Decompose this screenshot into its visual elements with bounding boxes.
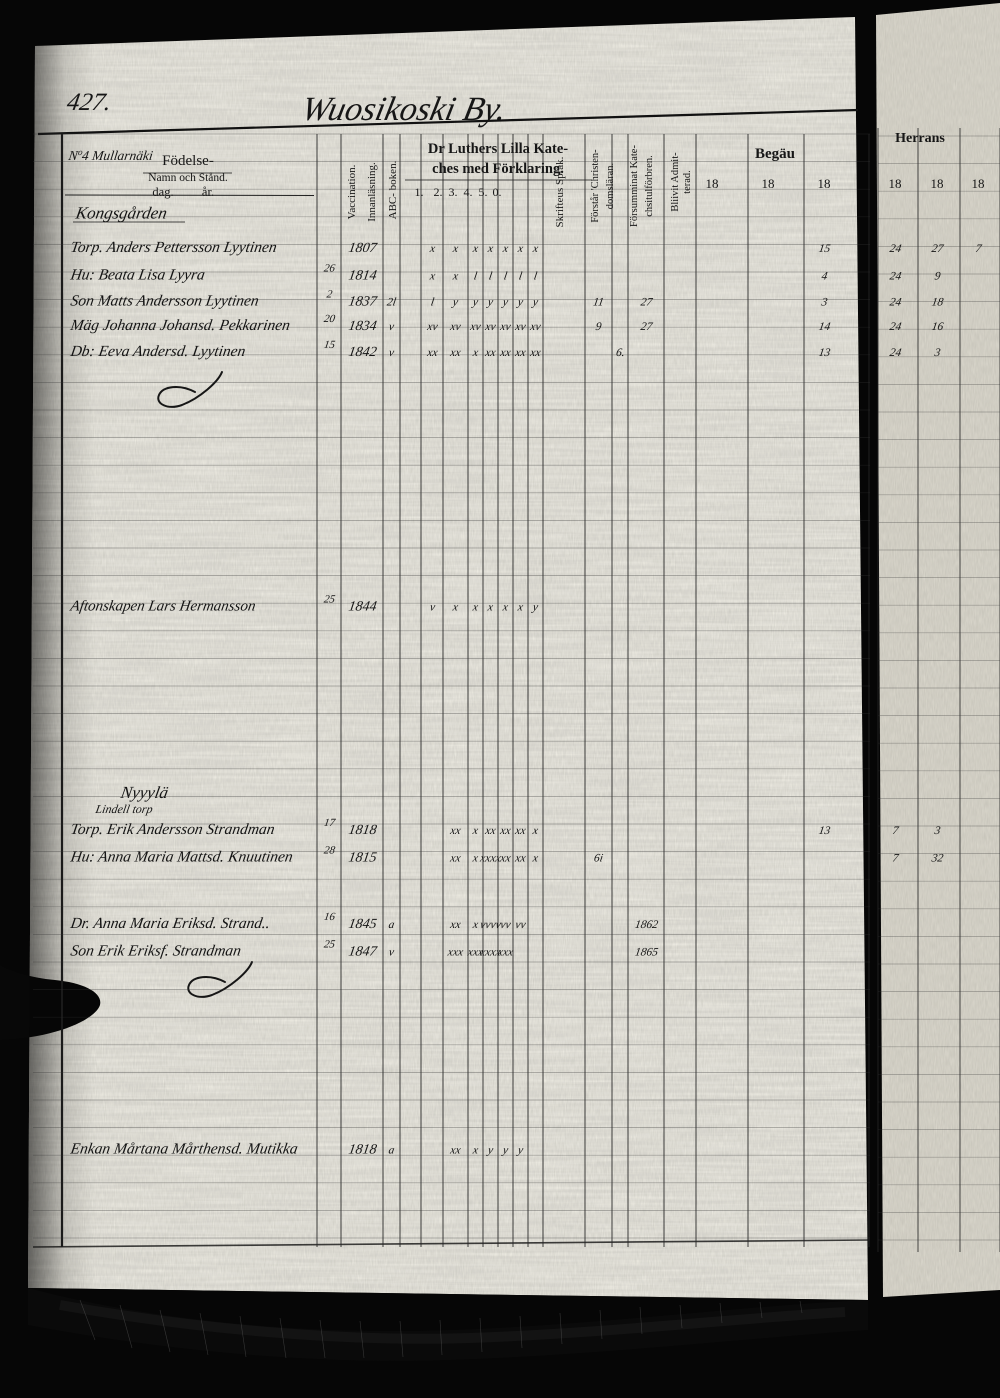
svg-text:1847: 1847 (347, 944, 378, 960)
svg-text:Försumminat Kate-: Försumminat Kate- (629, 145, 640, 227)
svg-text:1818: 1818 (347, 1142, 377, 1158)
svg-text:18: 18 (972, 176, 985, 191)
svg-text:1865: 1865 (634, 946, 659, 959)
svg-text:13: 13 (818, 824, 832, 837)
svg-text:13: 13 (818, 346, 832, 359)
svg-text:Torp. Anders Pettersson Lyytin: Torp. Anders Pettersson Lyytinen (69, 239, 278, 256)
svg-text:Aftonskapen Lars Hermansson: Aftonskapen Lars Hermansson (68, 599, 256, 615)
svg-text:11: 11 (592, 296, 605, 309)
svg-text:3.: 3. (449, 185, 458, 199)
svg-text:Kongsgården: Kongsgården (73, 204, 168, 223)
svg-text:1862: 1862 (634, 918, 659, 931)
svg-text:Födelse-: Födelse- (162, 153, 214, 169)
svg-text:18: 18 (889, 176, 902, 191)
svg-text:Mäg Johanna Johansd. Pekkarine: Mäg Johanna Johansd. Pekkarinen (68, 317, 291, 334)
svg-text:terad.: terad. (682, 170, 693, 194)
svg-text:1834: 1834 (347, 318, 377, 334)
svg-text:Son Matts Andersson Lyytinen: Son Matts Andersson Lyytinen (69, 293, 260, 310)
svg-text:1818: 1818 (347, 822, 377, 838)
svg-text:Enkan Mårtana Mårthensd. Mutik: Enkan Mårtana Mårthensd. Mutikka (68, 1141, 299, 1158)
svg-text:Lindell torp: Lindell torp (93, 802, 153, 816)
svg-text:14: 14 (818, 320, 832, 333)
svg-text:24: 24 (889, 320, 903, 333)
svg-text:Innanläsning.: Innanläsning. (366, 162, 378, 222)
svg-text:domsläran.: domsläran. (605, 163, 616, 209)
svg-text:Begäu: Begäu (755, 146, 795, 162)
svg-text:24: 24 (889, 346, 903, 359)
svg-text:Nyyylä: Nyyylä (118, 783, 169, 802)
svg-text:1842: 1842 (347, 344, 377, 360)
svg-text:32: 32 (930, 852, 945, 865)
svg-text:Bliivit Admit-: Bliivit Admit- (670, 152, 681, 212)
svg-text:1807: 1807 (347, 240, 378, 256)
svg-text:0.: 0. (493, 185, 502, 199)
svg-text:chsitulförbren.: chsitulförbren. (644, 155, 655, 217)
svg-text:1837: 1837 (347, 294, 378, 310)
svg-text:1815: 1815 (347, 850, 377, 866)
svg-text:18: 18 (818, 176, 831, 191)
svg-text:år.: år. (202, 185, 214, 199)
svg-text:Db: Eeva Andersd. Lyytinen: Db: Eeva Andersd. Lyytinen (68, 343, 247, 360)
svg-text:16: 16 (931, 320, 945, 333)
svg-text:ABC- boken.: ABC- boken. (387, 160, 399, 219)
svg-text:24: 24 (889, 242, 903, 255)
svg-text:Vaccination.: Vaccination. (346, 164, 358, 219)
svg-text:Dr. Anna Maria Eriksd. Strand.: Dr. Anna Maria Eriksd. Strand.. (68, 915, 271, 932)
svg-text:1.: 1. (415, 185, 424, 199)
svg-text:18: 18 (706, 176, 719, 191)
svg-text:Namn och Stånd.: Namn och Stånd. (148, 171, 228, 184)
svg-text:24: 24 (889, 296, 903, 309)
svg-text:427.: 427. (65, 89, 113, 116)
svg-text:1844: 1844 (347, 599, 377, 615)
svg-text:24: 24 (889, 270, 903, 283)
svg-text:18: 18 (762, 176, 775, 191)
svg-text:18: 18 (931, 176, 944, 191)
svg-text:dag.: dag. (152, 185, 173, 199)
svg-text:Torp. Erik Andersson Strandman: Torp. Erik Andersson Strandman (69, 821, 276, 838)
svg-text:2.: 2. (434, 185, 443, 199)
svg-text:18: 18 (931, 296, 945, 309)
svg-text:xxx: xxx (446, 946, 465, 959)
svg-text:Herrans: Herrans (895, 131, 945, 146)
svg-text:15: 15 (818, 242, 832, 255)
svg-text:Hu: Anna Maria Mattsd. Knuutin: Hu: Anna Maria Mattsd. Knuutinen (68, 849, 294, 866)
svg-text:Förstår 'Christen-: Förstår 'Christen- (590, 149, 601, 223)
svg-text:xxx: xxx (496, 946, 515, 959)
svg-text:Son Erik Eriksf. Strandman: Son Erik Eriksf. Strandman (69, 943, 242, 960)
svg-text:1845: 1845 (347, 916, 377, 932)
svg-text:1814: 1814 (347, 268, 377, 284)
svg-text:Hu: Beata Lisa Lyyra: Hu: Beata Lisa Lyyra (68, 267, 206, 284)
